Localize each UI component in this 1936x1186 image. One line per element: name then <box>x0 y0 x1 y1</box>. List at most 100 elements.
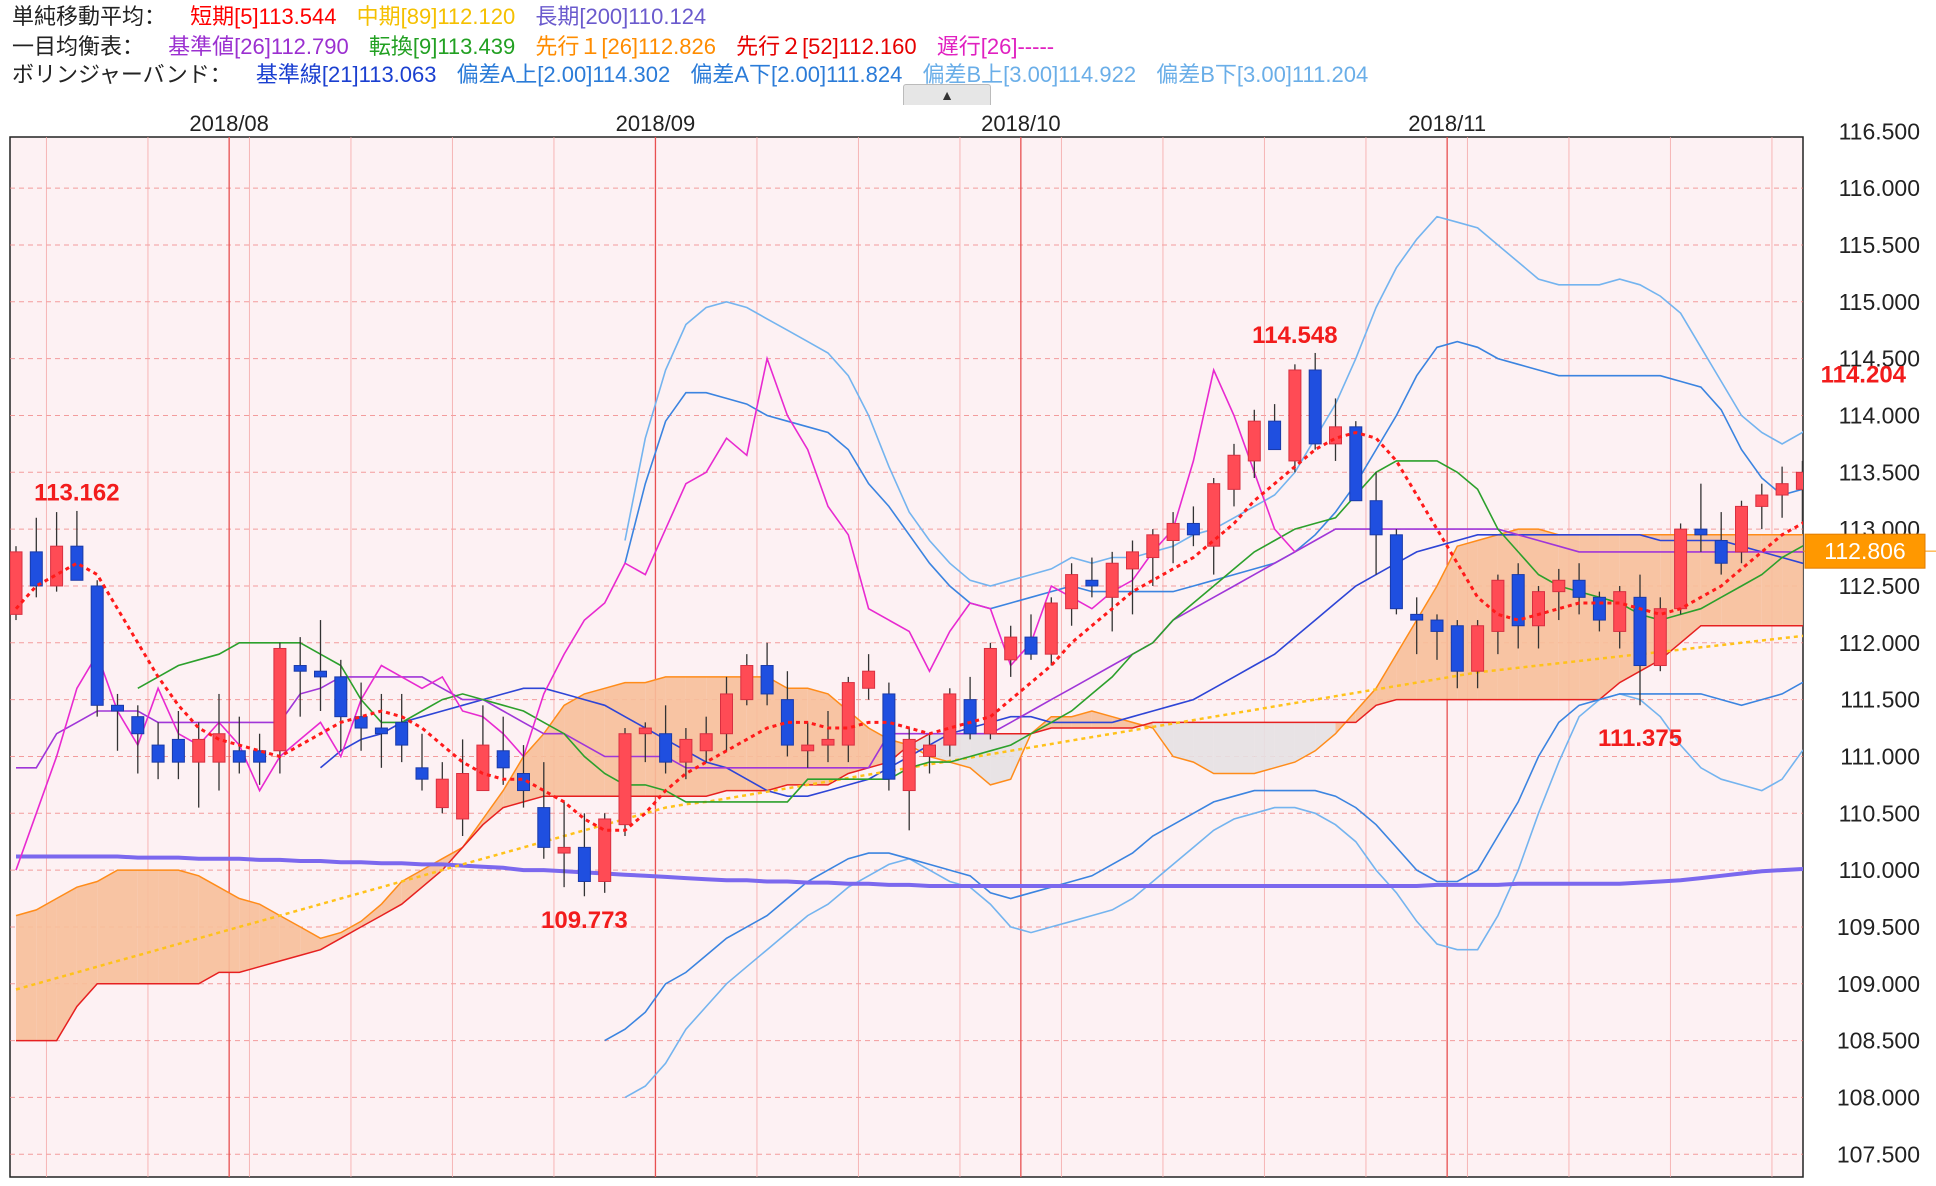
chart-area[interactable]: 2018/08 2018/09 2018/10 2018/11 107.500 108.0… <box>0 105 1936 1186</box>
extreme-price-label: 114.204 <box>1821 361 1907 388</box>
candle-bear <box>334 659 348 751</box>
candle-body <box>1450 625 1464 672</box>
candle-body <box>253 750 267 763</box>
price-annotations: 113.162 109.773 114.548 111.375 114.204 <box>34 322 1906 934</box>
legend-bb-a-dn: 偏差A下[2.00]111.824 <box>690 62 903 87</box>
candle-body <box>902 738 916 792</box>
cloud-segment-bull <box>1761 534 1783 626</box>
y-tick-label: 111.500 <box>1840 687 1920 713</box>
candle-bull <box>679 728 693 780</box>
candle-body <box>1207 483 1221 547</box>
cloud-segment-bull <box>279 915 301 962</box>
candle-bull <box>435 762 449 814</box>
candle-bear <box>1369 472 1383 575</box>
candle-body <box>659 733 673 763</box>
candle-body <box>1592 596 1606 621</box>
candle-body <box>638 727 652 735</box>
candle-body <box>821 738 835 746</box>
candle-body <box>1735 505 1748 553</box>
candle-body <box>882 693 896 780</box>
y-tick-label: 110.000 <box>1839 857 1920 883</box>
candle-body <box>923 744 936 757</box>
candle-bear <box>395 693 409 763</box>
candle-bull <box>273 642 287 774</box>
cloud-segment-bull <box>1802 534 1803 626</box>
y-tick-label: 112.000 <box>1839 630 1920 656</box>
candle-bear <box>1268 404 1282 451</box>
current-price-label: 112.806 <box>1824 538 1905 564</box>
month-label: 2018/10 <box>981 111 1061 136</box>
candle-body <box>1024 636 1038 655</box>
cloud-segment-bear <box>1234 722 1255 774</box>
candle-body <box>1004 636 1018 661</box>
candle-bear <box>1633 574 1647 706</box>
candle-bull <box>598 813 612 893</box>
candle-bear <box>1430 614 1444 660</box>
extreme-price-label: 111.375 <box>1598 725 1682 752</box>
bb-b-lower-line <box>624 693 1803 1099</box>
cloud-segment-bear <box>990 733 1011 785</box>
current-price-tag <box>1804 533 1926 569</box>
candle-body <box>862 670 876 689</box>
candle-bear <box>70 510 84 581</box>
cloud-segment-bull <box>158 870 179 984</box>
candle-bear <box>415 733 429 791</box>
legend-senkou2: 先行２[52]112.160 <box>736 34 917 59</box>
legend-collapse-toggle[interactable]: ▲ <box>903 84 991 105</box>
candle-bull <box>1044 597 1058 666</box>
cloud-segment-bull <box>807 688 828 785</box>
candle-bull <box>1755 483 1769 530</box>
candle-body <box>70 545 84 581</box>
legend-bb-b-up: 偏差B上[3.00]114.922 <box>922 62 1137 87</box>
candle-body <box>1430 619 1444 632</box>
cloud-segment-bear <box>1152 722 1174 757</box>
candle-body <box>841 682 855 746</box>
candle-bear <box>29 517 43 598</box>
candle-body <box>1633 596 1647 667</box>
cloud-segment-bull <box>543 705 565 797</box>
candle-bull <box>1491 574 1505 655</box>
candle-bear <box>1410 597 1424 655</box>
candle-bear <box>354 682 368 751</box>
candle-bear <box>314 620 327 711</box>
cloud-segment-bear <box>1193 722 1214 774</box>
candle-bull <box>10 546 23 621</box>
price-chart[interactable]: 2018/08 2018/09 2018/10 2018/11 107.500 108.0… <box>0 105 1936 1186</box>
cloud-segment-bull <box>1112 716 1133 729</box>
month-label: 2018/09 <box>616 111 696 136</box>
cloud-segment-bull <box>665 676 686 797</box>
legend-bb-mid: 基準線[21]113.063 <box>255 62 437 87</box>
candle-body <box>1653 608 1667 667</box>
candle-body <box>1491 579 1505 632</box>
y-tick-label: 112.500 <box>1839 573 1920 599</box>
candle-bear <box>780 671 794 757</box>
candle-bull <box>740 654 754 706</box>
candle-body <box>415 767 429 780</box>
candle-bull <box>902 728 916 831</box>
legend-row-sma: 単純移動平均： 短期[5]113.544 中期[89]112.120 長期[20… <box>12 2 720 32</box>
senkou1-line <box>15 528 1803 940</box>
cloud-segment-bear <box>1315 722 1336 751</box>
candle-body <box>293 665 307 672</box>
candle-body <box>618 733 632 826</box>
cloud-segment-bull <box>300 926 321 956</box>
candle-bull <box>923 733 936 774</box>
legend-sma-mid: 中期[89]112.120 <box>356 4 516 29</box>
candle-body <box>131 716 145 735</box>
candle-bear <box>496 716 510 785</box>
candle-bear <box>131 705 145 774</box>
cloud-segment-bull <box>482 790 504 825</box>
candle-bull <box>557 801 571 888</box>
candle-bull <box>618 728 632 837</box>
cloud-segment-bull <box>1091 710 1113 729</box>
legend-tenkan: 転換[9]113.439 <box>368 34 516 59</box>
candle-bear <box>90 580 104 717</box>
sma-long-line <box>16 854 1803 888</box>
candle-bear <box>1085 557 1099 598</box>
sma-mid-line <box>15 634 1803 991</box>
candle-bull <box>1004 625 1018 677</box>
candle-body <box>1572 579 1586 598</box>
candle-body <box>963 699 977 735</box>
candle-body <box>1227 454 1241 490</box>
candle-bull <box>1532 585 1545 649</box>
